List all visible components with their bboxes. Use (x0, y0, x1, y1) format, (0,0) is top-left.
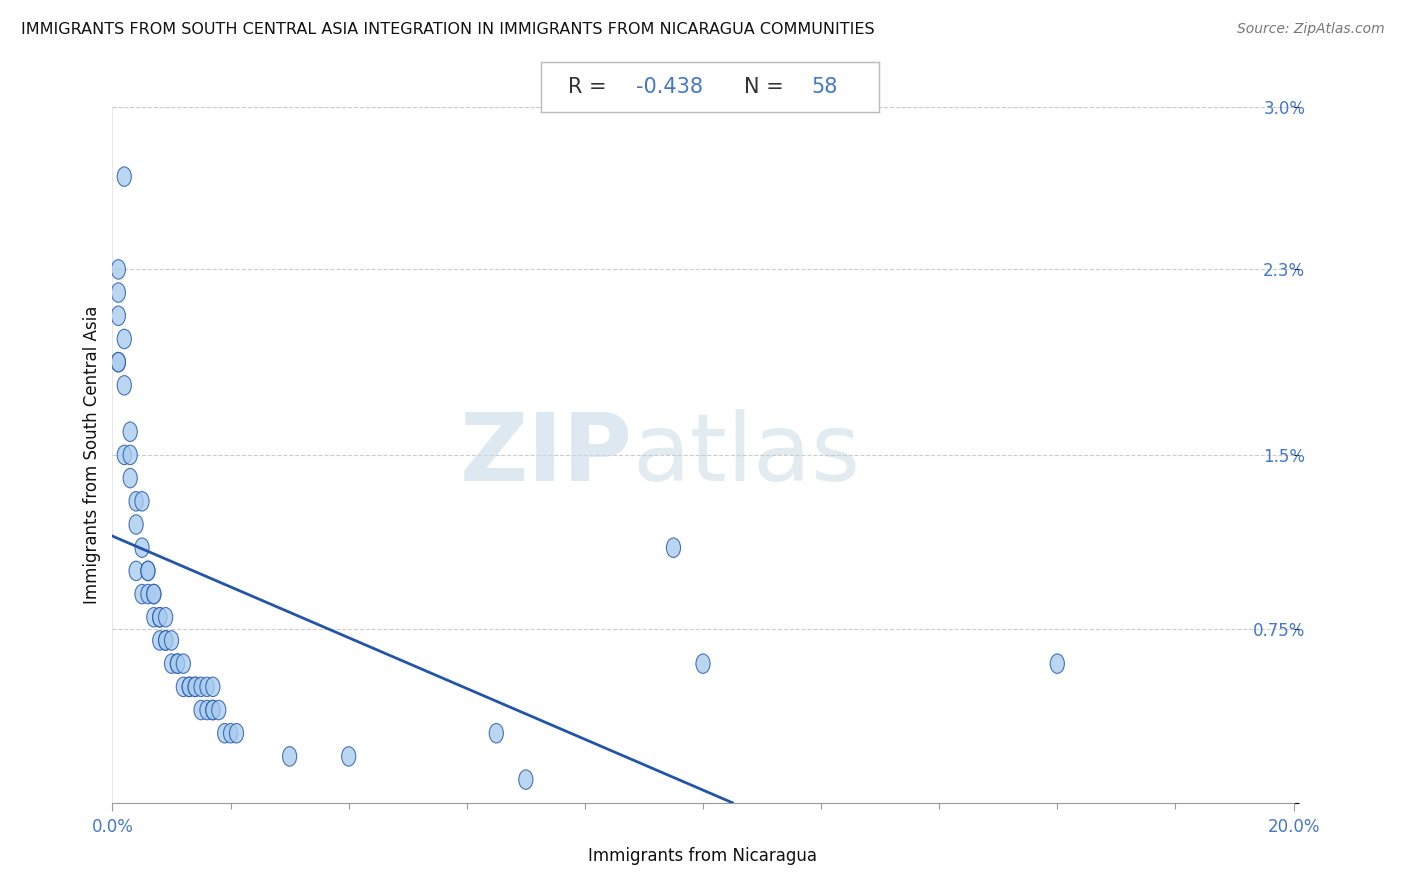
Text: atlas: atlas (633, 409, 860, 501)
X-axis label: Immigrants from Nicaragua: Immigrants from Nicaragua (589, 847, 817, 865)
Text: ZIP: ZIP (460, 409, 633, 501)
Text: 58: 58 (811, 77, 838, 97)
Text: N =: N = (744, 77, 790, 97)
Text: Source: ZipAtlas.com: Source: ZipAtlas.com (1237, 22, 1385, 37)
Text: -0.438: -0.438 (636, 77, 703, 97)
Text: IMMIGRANTS FROM SOUTH CENTRAL ASIA INTEGRATION IN IMMIGRANTS FROM NICARAGUA COMM: IMMIGRANTS FROM SOUTH CENTRAL ASIA INTEG… (21, 22, 875, 37)
Text: R =: R = (568, 77, 613, 97)
Y-axis label: Immigrants from South Central Asia: Immigrants from South Central Asia (83, 306, 101, 604)
